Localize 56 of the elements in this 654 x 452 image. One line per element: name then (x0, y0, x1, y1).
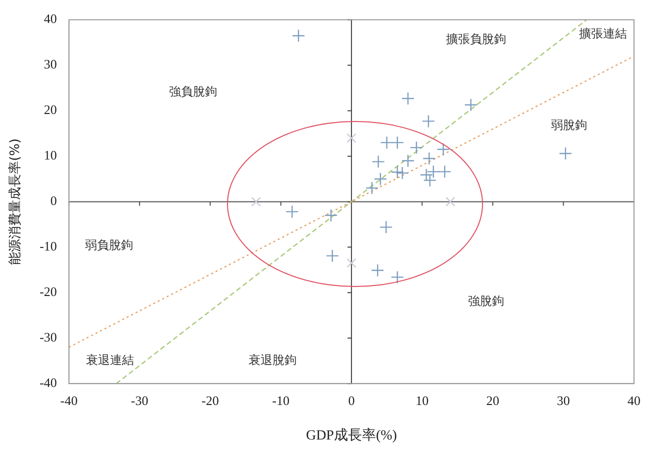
annotation: 強負脫鉤 (169, 84, 218, 99)
y-tick-label: 10 (44, 148, 57, 163)
x-tick-label: 20 (486, 392, 500, 408)
point (380, 136, 394, 150)
point (365, 181, 379, 195)
point (251, 196, 261, 207)
annotation: 弱脫鉤 (551, 118, 588, 132)
point (464, 98, 478, 112)
y-tick-label: 30 (44, 56, 57, 72)
x-tick-label: -10 (272, 392, 290, 408)
point (286, 205, 299, 218)
y-axis-title: 能源消費量成長率(%) (7, 138, 24, 265)
x-tick-label: -40 (60, 392, 78, 408)
annotation: 擴張連結 (578, 26, 627, 40)
annotation: 衰退脫鉤 (248, 353, 296, 368)
x-tick-label: 0 (348, 392, 355, 408)
annotation: 衰退連結 (86, 353, 134, 368)
annotation: 弱負脫鉤 (85, 238, 134, 252)
y-tick-label: -40 (40, 375, 57, 390)
x-tick-label: 40 (628, 392, 640, 408)
point (558, 146, 572, 160)
point (390, 270, 404, 284)
point (372, 155, 385, 168)
y-tick-label: 20 (44, 102, 57, 118)
point (292, 29, 306, 42)
point (422, 114, 436, 128)
point (396, 166, 409, 180)
point (324, 208, 338, 222)
point (371, 264, 384, 277)
point (390, 166, 404, 179)
y-tick-label: -10 (40, 238, 57, 254)
y-tick-label: -30 (40, 330, 57, 345)
point (379, 220, 393, 234)
point (326, 249, 339, 262)
point (374, 172, 388, 186)
point (410, 140, 424, 154)
x-axis-title: GDP成長率(%) (306, 427, 398, 444)
y-tick-label: 40 (44, 11, 57, 26)
x-tick-label: -20 (202, 392, 219, 408)
point (346, 258, 356, 268)
x-tick-label: 10 (416, 392, 429, 408)
annotation: 強脫鉤 (468, 294, 504, 308)
point (438, 165, 452, 178)
point (401, 92, 415, 106)
point (401, 154, 415, 168)
y-tick-label: 0 (50, 193, 57, 208)
point (346, 133, 356, 143)
annotation: 擴張負脫鉤 (446, 32, 506, 46)
x-tick-label: 30 (556, 392, 570, 408)
x-tick-label: -30 (130, 392, 148, 408)
point (390, 136, 404, 150)
point (436, 142, 450, 156)
y-tick-label: -20 (40, 284, 57, 300)
point (422, 152, 436, 166)
point (446, 196, 456, 207)
point (426, 165, 440, 178)
